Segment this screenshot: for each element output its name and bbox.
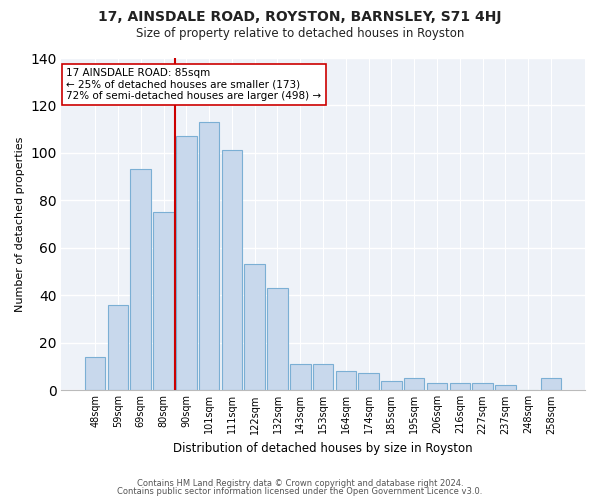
Bar <box>130 170 151 390</box>
Bar <box>267 288 288 390</box>
Bar <box>290 364 311 390</box>
Text: Contains HM Land Registry data © Crown copyright and database right 2024.: Contains HM Land Registry data © Crown c… <box>137 478 463 488</box>
Bar <box>427 383 447 390</box>
Bar <box>449 383 470 390</box>
Text: 17 AINSDALE ROAD: 85sqm
← 25% of detached houses are smaller (173)
72% of semi-d: 17 AINSDALE ROAD: 85sqm ← 25% of detache… <box>67 68 322 101</box>
Text: Size of property relative to detached houses in Royston: Size of property relative to detached ho… <box>136 28 464 40</box>
Bar <box>199 122 220 390</box>
Bar <box>381 380 401 390</box>
Bar <box>335 371 356 390</box>
Bar <box>153 212 174 390</box>
Bar <box>404 378 424 390</box>
Bar <box>176 136 197 390</box>
Bar <box>472 383 493 390</box>
Bar <box>221 150 242 390</box>
Text: Contains public sector information licensed under the Open Government Licence v3: Contains public sector information licen… <box>118 487 482 496</box>
Bar <box>313 364 334 390</box>
Bar <box>358 374 379 390</box>
Bar <box>107 304 128 390</box>
Text: 17, AINSDALE ROAD, ROYSTON, BARNSLEY, S71 4HJ: 17, AINSDALE ROAD, ROYSTON, BARNSLEY, S7… <box>98 10 502 24</box>
Bar <box>541 378 561 390</box>
Bar <box>244 264 265 390</box>
Bar <box>495 386 515 390</box>
X-axis label: Distribution of detached houses by size in Royston: Distribution of detached houses by size … <box>173 442 473 455</box>
Bar <box>85 357 106 390</box>
Y-axis label: Number of detached properties: Number of detached properties <box>15 136 25 312</box>
